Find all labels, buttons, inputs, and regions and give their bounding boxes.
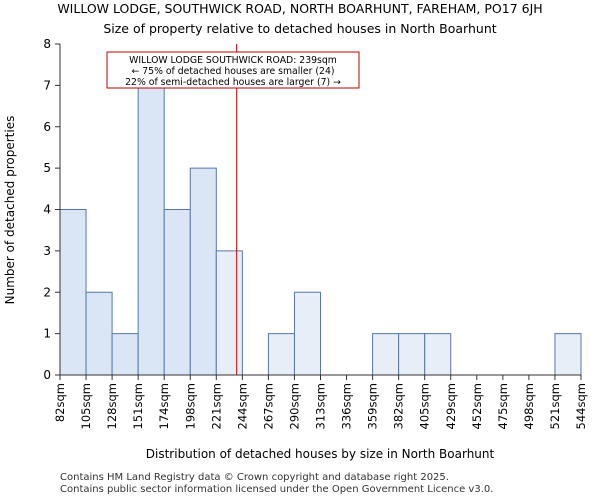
x-tick-label: 429sqm xyxy=(444,383,458,429)
x-tick-label: 521sqm xyxy=(548,383,562,429)
x-tick-label: 359sqm xyxy=(366,383,380,429)
y-tick-label: 5 xyxy=(43,161,51,175)
x-tick-label: 267sqm xyxy=(261,383,275,429)
histogram-bar xyxy=(293,291,322,376)
annotation-text: ← 75% of detached houses are smaller (24… xyxy=(132,66,335,77)
y-tick-label: 1 xyxy=(43,327,51,341)
histogram-bar xyxy=(372,333,400,376)
histogram-bar xyxy=(424,333,452,376)
chart-subtitle: Size of property relative to detached ho… xyxy=(103,21,496,36)
x-tick-label: 244sqm xyxy=(235,383,249,429)
histogram-bar xyxy=(163,209,191,376)
y-tick-label: 3 xyxy=(43,244,51,258)
x-tick-label: 198sqm xyxy=(183,383,197,429)
histogram-bar xyxy=(111,333,139,376)
histogram-bar xyxy=(267,333,295,376)
plot-area: 0 1 2 3 4 5 6 7 8 82sqm 105sqm 128sqm 151sqm 174sqm 19… xyxy=(43,37,588,429)
y-tick-label: 4 xyxy=(43,203,51,217)
x-tick-label: 151sqm xyxy=(131,383,145,429)
x-tick-label: 382sqm xyxy=(392,383,406,429)
annotation-box xyxy=(106,51,360,89)
y-axis-label: Number of detached properties xyxy=(3,116,17,305)
y-tick-label: 7 xyxy=(43,78,51,92)
x-tick-label: 221sqm xyxy=(209,383,223,429)
x-tick-label: 405sqm xyxy=(418,383,432,429)
x-tick-label: 336sqm xyxy=(340,383,354,429)
chart-title: WILLOW LODGE, SOUTHWICK ROAD, NORTH BOAR… xyxy=(57,1,542,16)
annotation-text: 22% of semi-detached houses are larger (… xyxy=(125,77,341,88)
histogram-bar xyxy=(189,167,217,376)
annotation-text: WILLOW LODGE SOUTHWICK ROAD: 239sqm xyxy=(129,55,337,66)
x-tick-label: 498sqm xyxy=(522,383,536,429)
y-tick-label: 2 xyxy=(43,285,51,299)
histogram-bar xyxy=(59,209,87,376)
y-tick-label: 6 xyxy=(43,120,51,134)
x-tick-label: 313sqm xyxy=(314,383,328,429)
x-tick-label: 174sqm xyxy=(157,383,171,429)
y-tick-label: 8 xyxy=(43,37,51,51)
x-tick-label: 544sqm xyxy=(574,383,588,429)
x-tick-label: 475sqm xyxy=(496,383,510,429)
histogram-bar xyxy=(554,333,582,376)
histogram-bar xyxy=(85,291,113,376)
x-tick-label: 105sqm xyxy=(79,383,93,429)
x-tick-label: 290sqm xyxy=(287,383,301,429)
x-tick-label: 82sqm xyxy=(53,383,67,422)
y-tick-label: 0 xyxy=(43,368,51,382)
footer-line-1: Contains HM Land Registry data © Crown c… xyxy=(60,472,449,483)
x-axis-label: Distribution of detached houses by size … xyxy=(146,447,495,461)
histogram-bar xyxy=(398,333,426,376)
histogram-bar xyxy=(137,84,165,376)
footer-line-2: Contains public sector information licen… xyxy=(60,484,494,495)
x-tick-label: 128sqm xyxy=(105,383,119,429)
histogram-bar xyxy=(215,250,243,376)
x-tick-label: 452sqm xyxy=(470,383,484,429)
